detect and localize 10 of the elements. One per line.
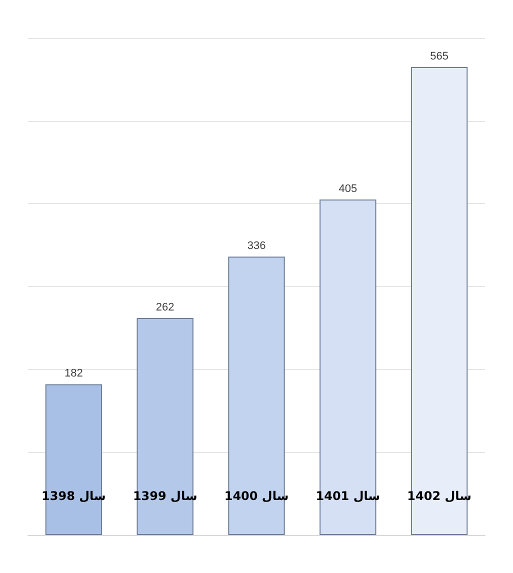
x-tick-label: سال 1399	[132, 489, 198, 503]
x-tick-label: سال 1398	[42, 489, 106, 503]
data-label: 262	[156, 301, 174, 314]
data-label: 405	[338, 183, 358, 196]
data-label: 182	[64, 368, 83, 380]
data-label: 336	[247, 240, 266, 252]
data-label: 565	[430, 50, 448, 62]
x-tick-label: سال 1402	[407, 489, 472, 503]
x-tick-label: سال 1400	[224, 489, 289, 503]
x-tick-label: سال 1401	[316, 489, 380, 503]
